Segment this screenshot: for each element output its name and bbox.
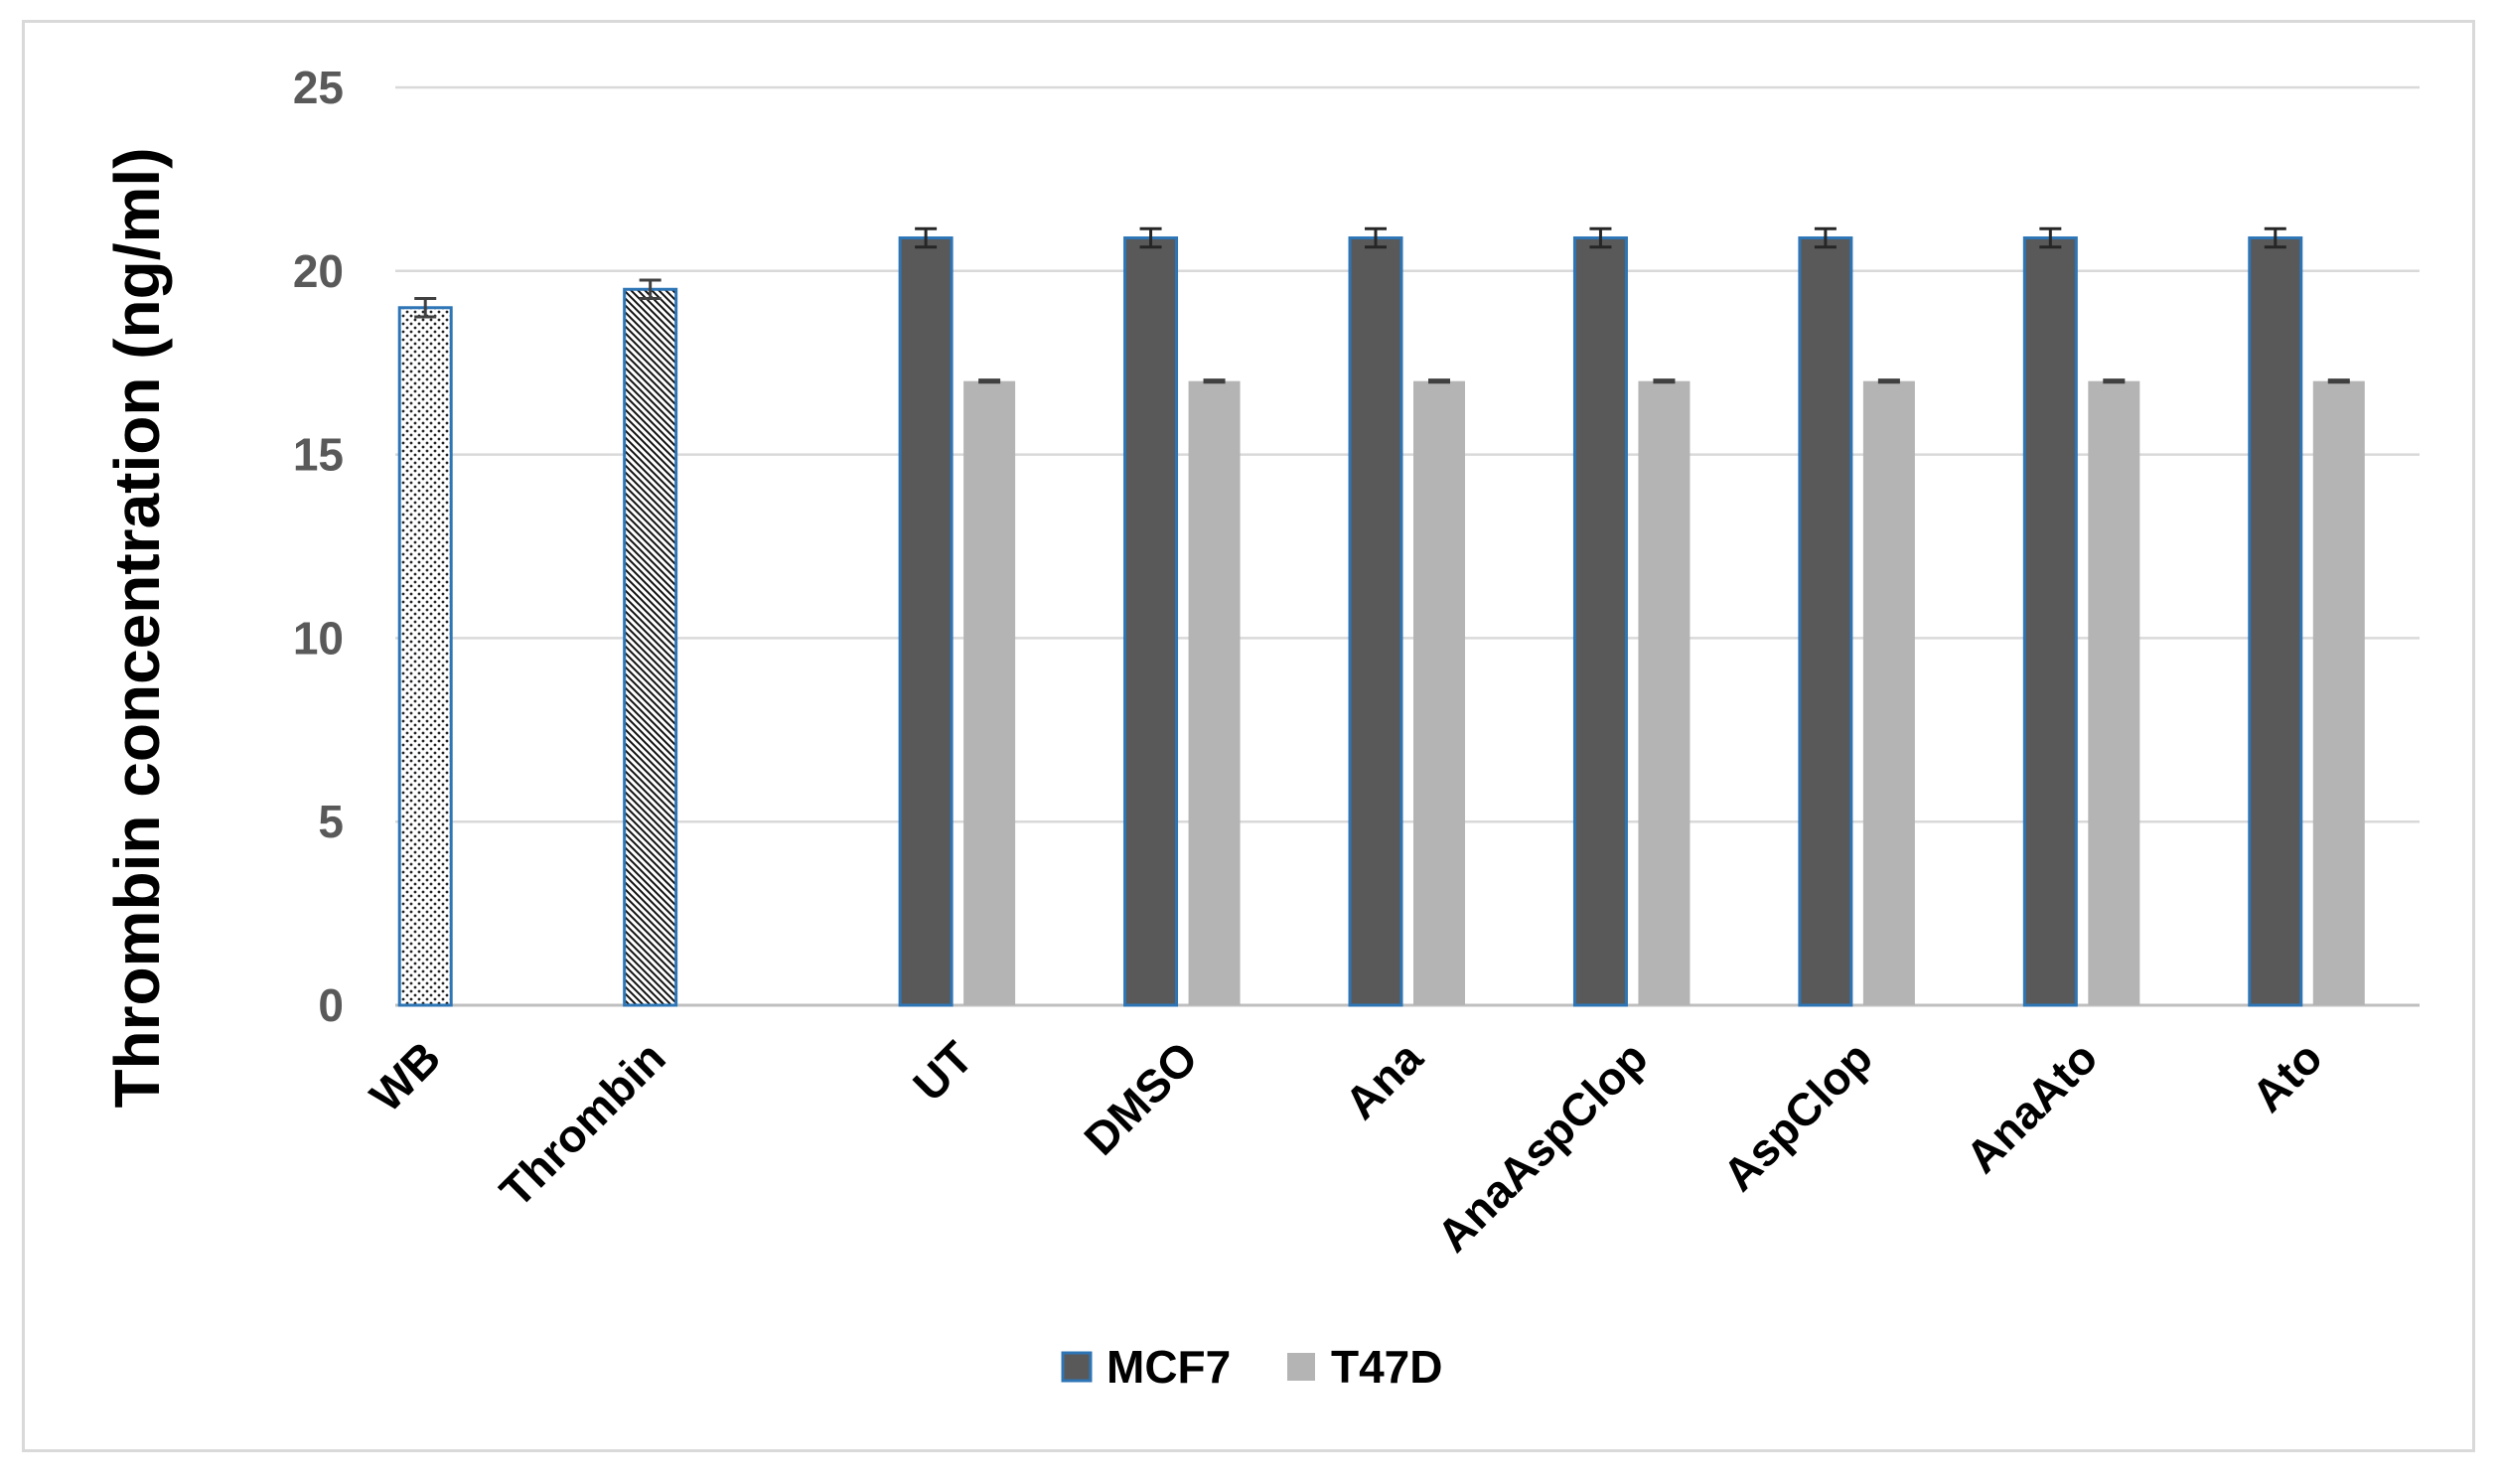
x-category-label: Ana (1335, 1031, 1433, 1129)
x-category-label: UT (903, 1031, 982, 1111)
x-category-label: Ato (2242, 1031, 2332, 1121)
x-category-label: AnaAspClop (1427, 1031, 1658, 1261)
bar-t47d (1413, 380, 1465, 1005)
bar-thrombin (623, 287, 678, 1007)
y-axis-ticks: 0 5 10 15 20 25 (293, 62, 344, 1031)
bar-mcf7 (1798, 236, 1853, 1007)
x-category-label: WB (360, 1031, 450, 1121)
y-tick-label: 20 (293, 245, 344, 297)
y-tick-label: 5 (318, 796, 344, 847)
y-tick-label: 10 (293, 612, 344, 664)
legend-swatch-mcf7 (1061, 1351, 1093, 1383)
bar-mcf7 (1348, 236, 1403, 1007)
legend-swatch-t47d (1287, 1353, 1315, 1381)
bar-t47d (2312, 380, 2365, 1005)
bar-t47d (1638, 380, 1691, 1005)
x-category-label: AnaAto (1956, 1031, 2107, 1182)
bar-t47d (2088, 380, 2140, 1005)
bar-mcf7 (2248, 236, 2303, 1007)
y-axis-label: Thrombin concentration (ng/ml) (101, 147, 173, 1108)
bar-mcf7 (898, 236, 954, 1007)
x-category-label: Thrombin (490, 1031, 675, 1217)
gridlines (395, 85, 2420, 1007)
legend-label-mcf7: MCF7 (1106, 1341, 1231, 1393)
y-tick-label: 0 (318, 979, 344, 1031)
bar-t47d (963, 380, 1016, 1005)
bar-mcf7 (1123, 236, 1179, 1007)
bar-t47d (1862, 380, 1915, 1005)
bar-wb (397, 306, 453, 1007)
y-tick-label: 15 (293, 429, 344, 481)
bar-t47d (1188, 380, 1241, 1005)
bars (397, 226, 2365, 1007)
bar-mcf7 (2022, 236, 2078, 1007)
y-tick-label: 25 (293, 62, 344, 113)
x-category-label: DMSO (1074, 1031, 1207, 1164)
x-category-label: AspClop (1712, 1031, 1881, 1200)
legend: MCF7 T47D (1061, 1341, 1442, 1393)
legend-label-t47d: T47D (1331, 1341, 1442, 1393)
bar-mcf7 (1572, 236, 1628, 1007)
